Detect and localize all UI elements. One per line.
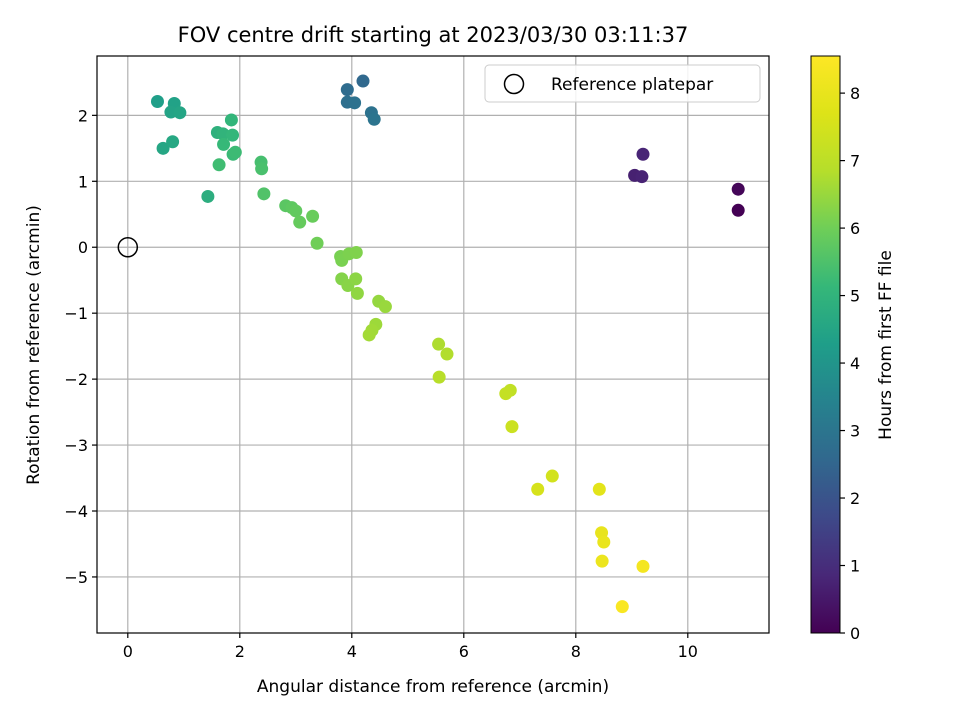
colorbar — [810, 55, 841, 634]
data-point — [150, 95, 164, 109]
data-point — [340, 83, 354, 97]
data-point — [166, 135, 180, 149]
data-point — [217, 137, 231, 151]
x-axis-title: Angular distance from reference (arcmin) — [257, 677, 609, 697]
colorbar-tick-label: 0 — [850, 624, 860, 643]
data-point — [173, 106, 187, 120]
y-tick-label: −3 — [64, 436, 88, 455]
data-point — [350, 286, 364, 300]
x-tick-label: 10 — [678, 642, 698, 661]
data-point — [505, 420, 519, 434]
data-point — [367, 112, 381, 126]
y-tick-label: 0 — [78, 238, 88, 257]
colorbar-tick-label: 3 — [850, 422, 860, 441]
y-tick-label: −5 — [64, 568, 88, 587]
colorbar-tick-label: 2 — [850, 489, 860, 508]
colorbar-ticks: 0 1 2 3 4 5 6 7 8 — [840, 84, 860, 643]
x-tick-label: 8 — [571, 642, 581, 661]
y-tick-label: 1 — [78, 172, 88, 191]
data-point — [378, 300, 392, 314]
reference-marker-layer — [117, 236, 139, 258]
legend-reference-marker — [503, 73, 525, 95]
data-point — [636, 147, 650, 161]
data-point — [310, 236, 324, 250]
data-point — [348, 96, 362, 110]
x-tick-label: 2 — [235, 642, 245, 661]
x-tick-label: 0 — [123, 642, 133, 661]
y-tick-label: −2 — [64, 370, 88, 389]
data-point — [597, 535, 611, 549]
data-point — [349, 272, 363, 286]
data-point — [156, 141, 170, 155]
data-point — [226, 128, 240, 142]
data-point — [257, 187, 271, 201]
data-point — [615, 600, 629, 614]
colorbar-tick-label: 4 — [850, 354, 860, 373]
data-point — [731, 203, 745, 217]
data-point — [293, 215, 307, 229]
data-point — [216, 127, 230, 141]
x-tick-label: 4 — [347, 642, 357, 661]
data-point — [432, 370, 446, 384]
plot-frame — [96, 55, 770, 634]
y-tick-label: −1 — [64, 304, 88, 323]
y-tick-label: 2 — [78, 106, 88, 125]
data-point — [636, 559, 650, 573]
y-tick-label: −4 — [64, 502, 88, 521]
data-point — [432, 337, 446, 351]
colorbar-tick-label: 7 — [850, 152, 860, 171]
colorbar-tick-label: 8 — [850, 84, 860, 103]
data-point — [201, 189, 215, 203]
colorbar-tick-label: 5 — [850, 287, 860, 306]
colorbar-tick-label: 1 — [850, 557, 860, 576]
data-point — [440, 347, 454, 361]
y-axis-title: Rotation from reference (arcmin) — [24, 205, 44, 485]
legend-frame — [484, 64, 761, 103]
grid — [97, 56, 769, 633]
data-point — [228, 145, 242, 159]
data-point — [592, 482, 606, 496]
data-point — [595, 554, 609, 568]
legend: Reference platepar — [484, 64, 761, 103]
data-point — [362, 328, 376, 342]
data-points — [150, 74, 745, 614]
data-point — [289, 204, 303, 218]
data-point — [349, 246, 363, 260]
data-point — [224, 113, 238, 127]
data-point — [731, 182, 745, 196]
colorbar-tick-label: 6 — [850, 219, 860, 238]
data-point — [635, 170, 649, 184]
reference-platepar-marker — [117, 236, 139, 258]
axis-ticks: 0 2 4 6 8 10 −5 −4 −3 −2 −1 0 1 2 — [64, 106, 698, 661]
colorbar-title: Hours from first FF file — [876, 250, 896, 440]
data-point — [531, 482, 545, 496]
data-point — [545, 469, 559, 483]
data-point — [212, 158, 226, 172]
chart-title: FOV centre drift starting at 2023/03/30 … — [178, 23, 689, 47]
legend-label: Reference platepar — [551, 75, 713, 95]
data-point — [255, 162, 269, 176]
data-point — [356, 74, 370, 88]
data-point — [499, 387, 513, 401]
x-tick-label: 6 — [459, 642, 469, 661]
data-point — [306, 209, 320, 223]
